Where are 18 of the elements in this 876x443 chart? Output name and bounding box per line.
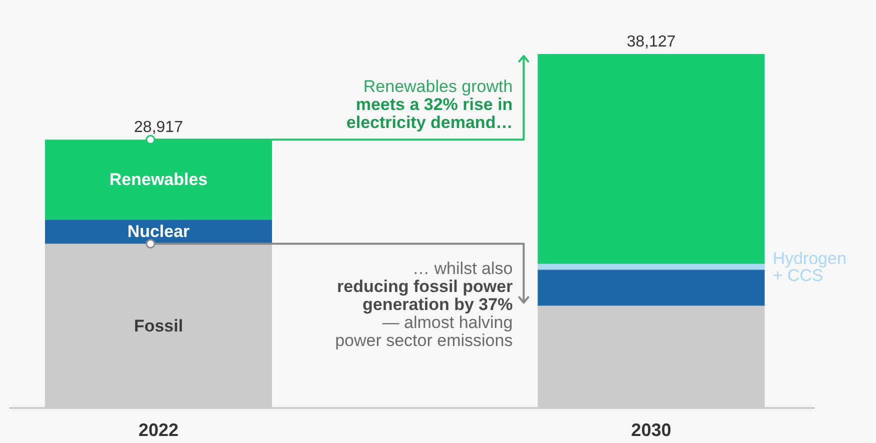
annotation: Renewables growth [363,77,513,96]
bar [538,264,765,270]
bar [538,54,765,264]
annotation: reducing fossil power generation by 37% [336,277,514,314]
x-tick-label: 2030 [631,420,672,440]
x-tick-label: 2022 [138,420,179,440]
bar [538,270,765,306]
series-label: Fossil [134,316,184,336]
series-label: Hydrogen + CCS [772,248,852,285]
annotation: — almost halving power sector emissions [335,313,513,350]
bar [45,140,272,220]
annotation: 38,127 [626,34,676,50]
annotation: … whilst also [412,259,513,278]
annotation: meets a 32% rise in electricity demand… [346,95,513,132]
series-label: Nuclear [127,222,190,242]
series-label: Renewables [109,170,208,190]
annotation: 28,917 [134,119,184,136]
bar [45,220,272,244]
